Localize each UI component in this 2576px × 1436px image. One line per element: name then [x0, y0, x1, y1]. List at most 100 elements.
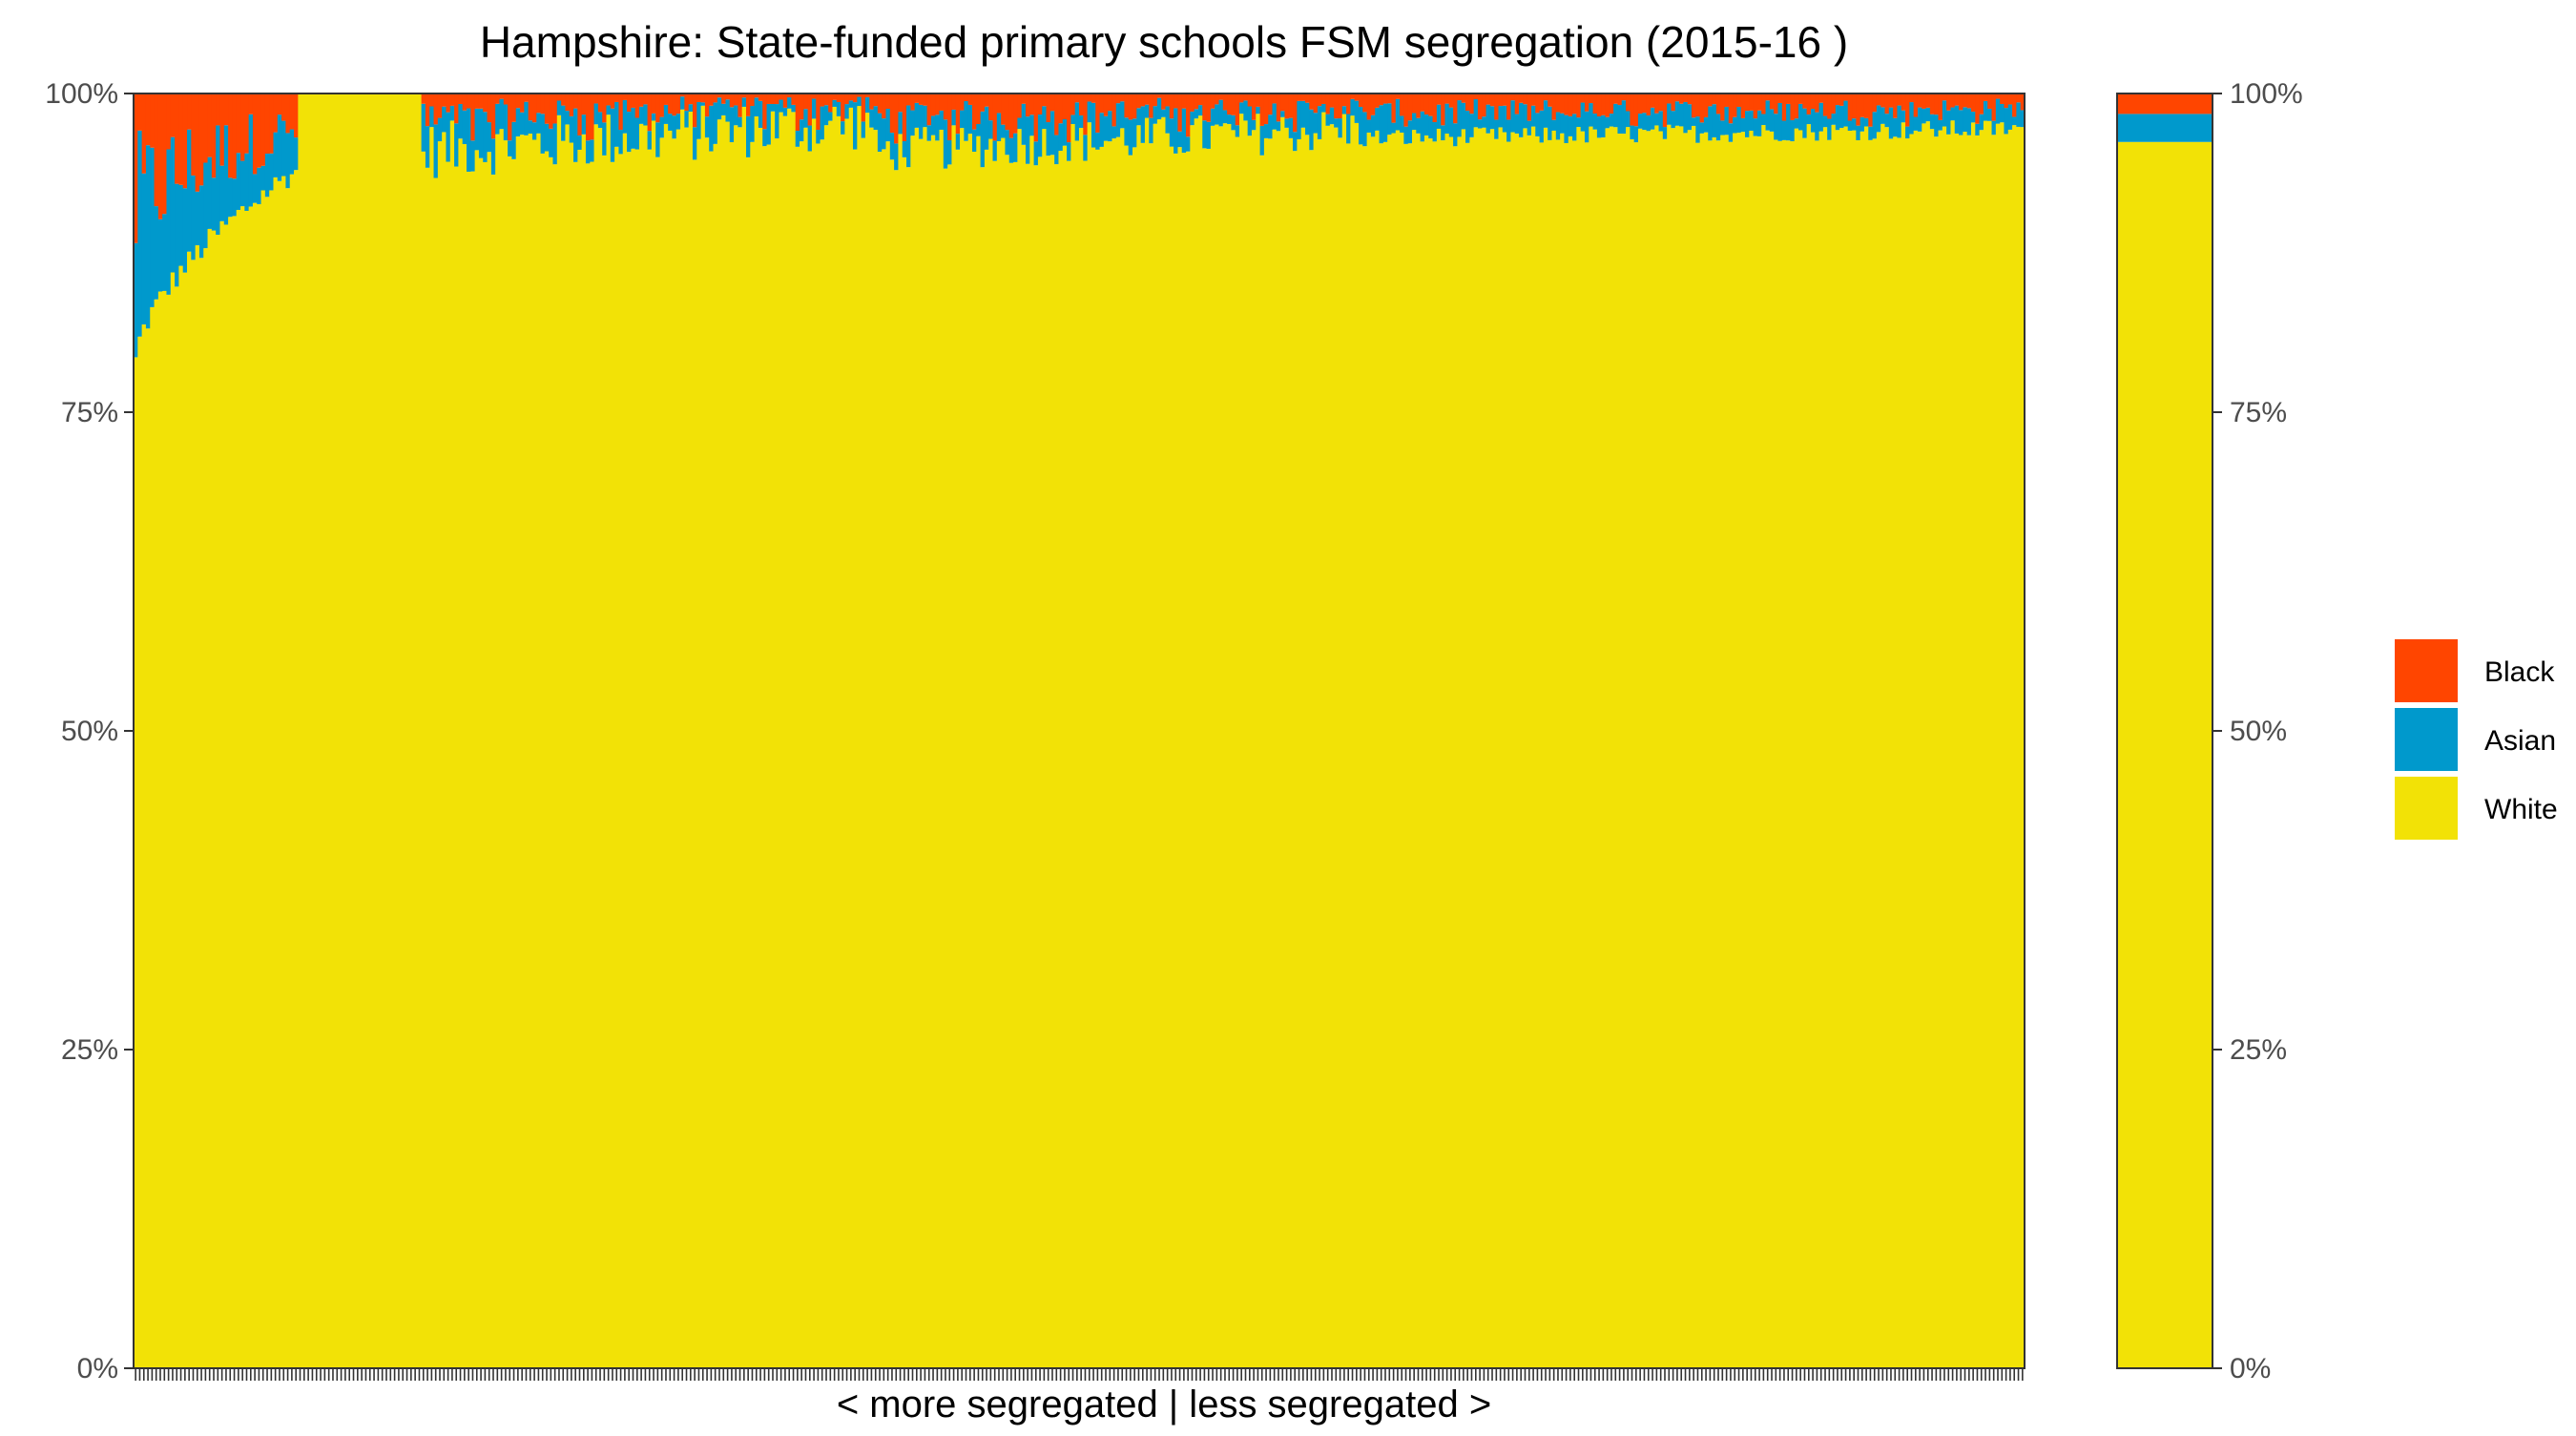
bar-asian — [182, 188, 188, 273]
bar-black — [1810, 94, 1816, 110]
bar-black — [848, 94, 854, 101]
bar-asian — [577, 135, 583, 150]
bar-black — [1251, 94, 1257, 120]
bar-asian — [1527, 120, 1532, 135]
bar-white — [1523, 128, 1528, 1369]
bar-black — [627, 94, 632, 112]
bar-asian — [898, 112, 904, 135]
bar-white — [203, 248, 209, 1369]
bar-asian — [187, 129, 192, 252]
bar-white — [1535, 135, 1541, 1369]
bar-black — [1054, 94, 1060, 135]
bar-white — [614, 146, 620, 1368]
bar-black — [257, 94, 262, 168]
bar-white — [692, 159, 697, 1368]
bar-asian — [294, 137, 299, 171]
bar-white — [655, 156, 661, 1369]
bar-white — [412, 94, 418, 1368]
bar-white — [150, 306, 156, 1368]
bar-black — [787, 94, 792, 98]
bar-black — [684, 94, 690, 112]
bar-black — [1917, 94, 1922, 108]
bar-white — [1120, 128, 1125, 1369]
bar-asian — [1169, 118, 1174, 147]
bar-white — [935, 140, 941, 1368]
bar-black — [803, 94, 809, 110]
bar-asian — [647, 131, 653, 150]
bar-white — [1765, 130, 1771, 1368]
bar-black — [782, 94, 788, 108]
bar-white — [1852, 130, 1857, 1368]
legend-key-asian — [2395, 708, 2458, 771]
bar-white — [561, 140, 567, 1369]
bar-white — [1950, 120, 1956, 1368]
bar-asian — [503, 104, 509, 141]
bar-black — [943, 94, 948, 120]
bar-black — [1530, 94, 1536, 106]
bar-asian — [1074, 102, 1080, 141]
bar-black — [1453, 94, 1458, 124]
bar-white — [1901, 122, 1906, 1369]
bar-white — [1362, 146, 1368, 1368]
bar-black — [1790, 94, 1796, 120]
bar-asian — [1300, 100, 1306, 128]
bar-white — [581, 134, 587, 1368]
bar-black — [1321, 94, 1327, 104]
bar-white — [421, 151, 426, 1368]
bar-black — [885, 94, 891, 110]
bar-black — [1058, 94, 1064, 124]
bar-asian — [508, 140, 512, 156]
bar-asian — [1140, 106, 1146, 143]
bar-black — [154, 94, 159, 207]
bar-black — [1699, 94, 1705, 123]
bar-white — [326, 94, 332, 1368]
bar-asian — [552, 123, 558, 165]
bar-asian — [1601, 114, 1607, 138]
bar-black — [811, 94, 817, 99]
bar-black — [631, 94, 636, 108]
bar-white — [569, 142, 574, 1369]
bar-white — [223, 224, 229, 1368]
bar-black — [240, 94, 245, 161]
bar-black — [864, 94, 870, 97]
bar-black — [1564, 94, 1569, 115]
bar-asian — [857, 96, 862, 107]
bar-black — [1884, 94, 1890, 114]
bar-white — [577, 149, 583, 1368]
bar-asian — [1626, 111, 1631, 128]
bar-asian — [1596, 115, 1602, 138]
bar-black — [1341, 94, 1347, 107]
bar-white — [1822, 127, 1828, 1369]
bar-white — [717, 119, 722, 1368]
bar-asian — [976, 123, 982, 136]
bar-white — [367, 94, 373, 1368]
bar-asian — [668, 114, 674, 131]
bar-white — [1177, 147, 1183, 1369]
bar-asian — [166, 149, 172, 295]
bar-white — [1691, 125, 1696, 1368]
bar-white — [811, 118, 817, 1368]
bar-black — [175, 94, 179, 184]
bar-white — [1671, 128, 1676, 1369]
bar-black — [425, 94, 430, 127]
bar-white — [1674, 125, 1680, 1368]
bar-white — [305, 94, 311, 1368]
bar-black — [1950, 94, 1956, 108]
bar-black — [1489, 94, 1495, 107]
bar-white — [1083, 160, 1089, 1369]
bar-black — [1798, 94, 1803, 104]
bar-asian — [137, 130, 143, 337]
bar-black — [1576, 94, 1582, 118]
bar-asian — [1519, 102, 1524, 137]
legend: Black Asian White — [2395, 639, 2558, 840]
bar-white — [458, 138, 464, 1368]
bar-black — [1416, 94, 1422, 118]
bar-asian — [1662, 127, 1668, 139]
bar-black — [1465, 94, 1470, 112]
bar-asian — [1564, 114, 1569, 143]
bar-white — [1913, 130, 1919, 1368]
bar-black — [1477, 94, 1483, 120]
bar-black — [1021, 94, 1027, 104]
bar-asian — [700, 102, 706, 106]
bar-asian — [1781, 120, 1787, 140]
